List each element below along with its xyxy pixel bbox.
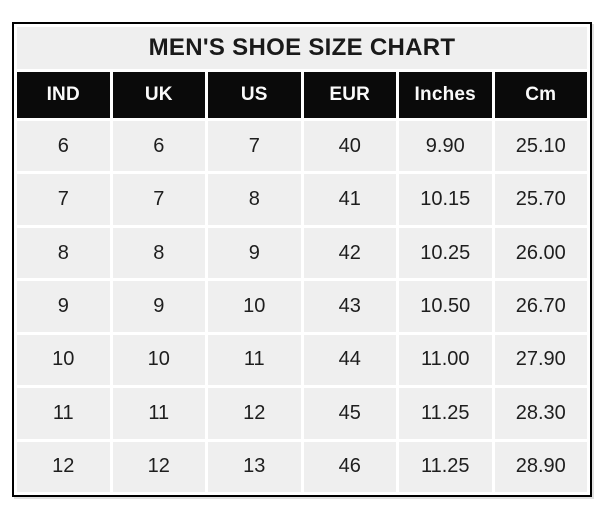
table-cell: 10	[112, 334, 205, 386]
table-cell: 11.00	[399, 334, 492, 386]
table-cell: 7	[208, 121, 301, 172]
table-cell: 9.90	[399, 121, 492, 172]
table-row: 10 10 11 44 11.00 27.90	[17, 334, 587, 386]
table-cell: 42	[303, 227, 396, 279]
table-cell: 12	[112, 441, 205, 492]
table-cell: 7	[112, 174, 205, 225]
size-chart-table: MEN'S SHOE SIZE CHART IND UK US EUR Inch…	[12, 22, 592, 497]
column-header-cm: Cm	[494, 72, 587, 118]
table-cell: 12	[17, 441, 110, 492]
table-cell: 25.70	[494, 174, 587, 225]
column-header-inches: Inches	[399, 72, 492, 118]
table-cell: 11	[17, 388, 110, 439]
table-cell: 40	[303, 121, 396, 172]
table-cell: 10.15	[399, 174, 492, 225]
table-cell: 46	[303, 441, 396, 492]
table-cell: 11	[208, 334, 301, 386]
table-row: 6 6 7 40 9.90 25.10	[17, 121, 587, 172]
table-cell: 8	[208, 174, 301, 225]
table-cell: 12	[208, 388, 301, 439]
column-header-uk: UK	[112, 72, 205, 118]
table-cell: 28.90	[494, 441, 587, 492]
table-cell: 28.30	[494, 388, 587, 439]
table-cell: 8	[112, 227, 205, 279]
shoe-size-chart: MEN'S SHOE SIZE CHART IND UK US EUR Inch…	[12, 22, 592, 497]
table-cell: 9	[17, 281, 110, 332]
column-header-ind: IND	[17, 72, 110, 118]
table-cell: 26.00	[494, 227, 587, 279]
table-row: 9 9 10 43 10.50 26.70	[17, 281, 587, 332]
table-row: 8 8 9 42 10.25 26.00	[17, 227, 587, 279]
table-cell: 11	[112, 388, 205, 439]
table-cell: 6	[17, 121, 110, 172]
table-cell: 11.25	[399, 441, 492, 492]
table-cell: 25.10	[494, 121, 587, 172]
table-cell: 10	[208, 281, 301, 332]
table-cell: 45	[303, 388, 396, 439]
table-cell: 13	[208, 441, 301, 492]
table-row: 11 11 12 45 11.25 28.30	[17, 388, 587, 439]
table-cell: 27.90	[494, 334, 587, 386]
table-cell: 44	[303, 334, 396, 386]
table-cell: 10.50	[399, 281, 492, 332]
table-cell: 6	[112, 121, 205, 172]
table-cell: 43	[303, 281, 396, 332]
table-cell: 7	[17, 174, 110, 225]
table-cell: 9	[112, 281, 205, 332]
table-cell: 11.25	[399, 388, 492, 439]
table-cell: 10	[17, 334, 110, 386]
table-cell: 8	[17, 227, 110, 279]
column-header-row: IND UK US EUR Inches Cm	[17, 72, 587, 118]
table-cell: 26.70	[494, 281, 587, 332]
table-cell: 9	[208, 227, 301, 279]
column-header-eur: EUR	[303, 72, 396, 118]
table-cell: 41	[303, 174, 396, 225]
column-header-us: US	[208, 72, 301, 118]
chart-title-row: MEN'S SHOE SIZE CHART	[17, 27, 587, 69]
table-cell: 10.25	[399, 227, 492, 279]
chart-title: MEN'S SHOE SIZE CHART	[17, 27, 587, 69]
table-row: 7 7 8 41 10.15 25.70	[17, 174, 587, 225]
table-row: 12 12 13 46 11.25 28.90	[17, 441, 587, 492]
